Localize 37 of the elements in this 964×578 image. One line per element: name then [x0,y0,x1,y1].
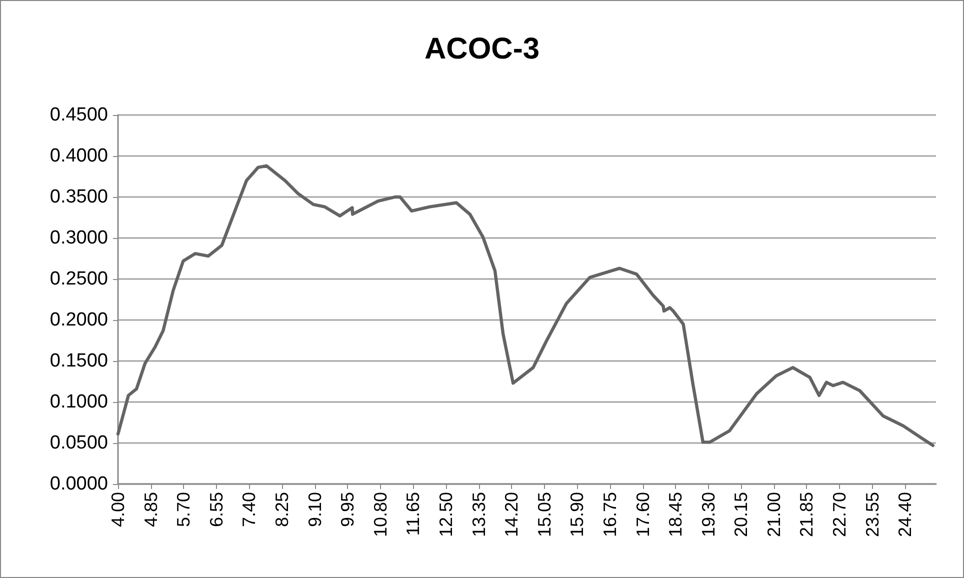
y-tick-label: 0.3000 [50,228,108,248]
chart-title: ACOC-3 [424,32,540,66]
y-tick-label: 0.4500 [50,104,108,126]
y-tick-label: 0.4000 [50,146,108,166]
x-tick-label: 12.50 [436,492,456,538]
x-tick-label: 14.20 [502,492,522,538]
x-tick-label: 13.35 [468,492,489,538]
x-tick-label: 18.45 [666,492,686,538]
y-tick-label: 0.2000 [50,310,108,330]
y-tick-label: 0.2500 [50,268,108,290]
x-tick-label: 4.85 [140,492,161,528]
x-tick-label: 5.70 [174,492,194,528]
x-tick-label: 23.55 [862,492,882,538]
x-tick-label: 11.65 [403,492,424,536]
x-tick-label: 6.55 [206,492,226,528]
x-tick-label: 21.00 [764,492,784,538]
x-tick-label: 20.15 [731,492,752,538]
y-tick-label: 0.1500 [50,350,108,372]
line-series [116,164,935,448]
x-tick-label: 17.60 [632,492,653,538]
x-tick-label: 15.90 [567,492,588,538]
x-tick-label: 10.80 [370,492,390,538]
y-tick-label: 0.3500 [50,186,108,208]
x-tick-label: 24.40 [895,492,916,538]
x-tick-label: 19.30 [698,492,718,538]
x-tick-label: 4.00 [108,492,128,528]
x-tick-label: 21.85 [796,492,817,538]
x-tick-label: 8.25 [272,492,292,528]
x-tick-label: 9.10 [304,492,325,528]
x-tick-label: 22.70 [830,492,850,538]
x-tick-label: 9.95 [338,492,358,528]
x-tick-label: 7.40 [239,492,260,528]
x-tick-label: 16.75 [600,492,620,538]
y-tick-label: 0.1000 [50,392,108,412]
y-tick-label: 0.0500 [50,432,108,454]
x-tick-label: 15.05 [534,492,554,538]
y-tick-label: 0.0000 [50,474,108,494]
